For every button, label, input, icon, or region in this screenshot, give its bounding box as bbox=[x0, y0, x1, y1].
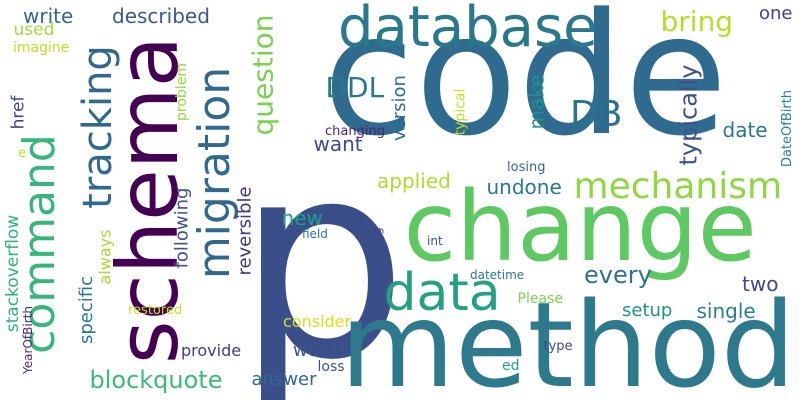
word-reversible: reversible bbox=[234, 186, 256, 276]
word-please: Please bbox=[517, 291, 563, 307]
word-field: field bbox=[302, 227, 328, 241]
word-following: following bbox=[170, 187, 192, 269]
word-href: href bbox=[8, 95, 29, 129]
word-bring: bring bbox=[660, 5, 734, 38]
word-described: described bbox=[112, 4, 210, 28]
word-make: make bbox=[523, 74, 548, 130]
word-one: one bbox=[759, 3, 793, 24]
word-undone: undone bbox=[486, 175, 562, 199]
word-restored: restored bbox=[128, 302, 183, 318]
word-e: e bbox=[18, 145, 26, 161]
word-g: g bbox=[369, 227, 384, 235]
word-date: date bbox=[722, 118, 768, 142]
word-method: method bbox=[340, 276, 796, 400]
word-want: want bbox=[313, 132, 363, 156]
word-imagine: imagine bbox=[13, 40, 70, 56]
word-yearofbirth: YearOfBirth bbox=[20, 306, 35, 374]
word-losing: losing bbox=[507, 159, 546, 175]
word-always: always bbox=[94, 229, 114, 285]
word-db: DB bbox=[570, 94, 623, 135]
word-p: p bbox=[236, 104, 408, 400]
word-tracking: tracking bbox=[74, 45, 121, 209]
word-data: data bbox=[383, 263, 501, 323]
word-typically: typically bbox=[673, 64, 702, 166]
word-loss: loss bbox=[317, 359, 345, 375]
word-words: words bbox=[293, 340, 347, 361]
word-applied: applied bbox=[377, 169, 451, 193]
word-provide: provide bbox=[181, 341, 242, 360]
word-changing: changing bbox=[325, 123, 385, 139]
word-stackoverflow: stackoverflow bbox=[2, 214, 23, 332]
word-used: used bbox=[13, 19, 55, 40]
word-int: int bbox=[427, 234, 443, 248]
word-problem: problem bbox=[173, 63, 190, 121]
word-type: type bbox=[543, 338, 573, 354]
word-datetime: datetime bbox=[470, 268, 525, 282]
word-setup: setup bbox=[622, 300, 673, 321]
word-single: single bbox=[696, 299, 756, 323]
word-blockquote: blockquote bbox=[89, 366, 223, 394]
word-dateofbirth: DateOfBirth bbox=[779, 89, 795, 167]
word-code: code bbox=[322, 0, 728, 173]
word-ed: ed bbox=[502, 358, 520, 374]
word-database: database bbox=[338, 0, 598, 60]
word-consider: consider bbox=[283, 312, 352, 331]
word-two: two bbox=[742, 272, 779, 296]
word-mechanism: mechanism bbox=[573, 166, 783, 207]
word-every: every bbox=[584, 261, 652, 289]
word-answer: answer bbox=[251, 369, 317, 390]
word-new: new bbox=[281, 206, 323, 230]
word-migration: migration bbox=[189, 66, 241, 280]
word-change: change bbox=[403, 171, 757, 283]
word-question: question bbox=[245, 14, 279, 136]
word-version: version bbox=[388, 75, 410, 141]
word-write: write bbox=[23, 4, 74, 28]
word-ddl: DDL bbox=[325, 71, 385, 104]
word-typical: typical bbox=[451, 88, 468, 136]
word-specific: specific bbox=[76, 275, 98, 345]
